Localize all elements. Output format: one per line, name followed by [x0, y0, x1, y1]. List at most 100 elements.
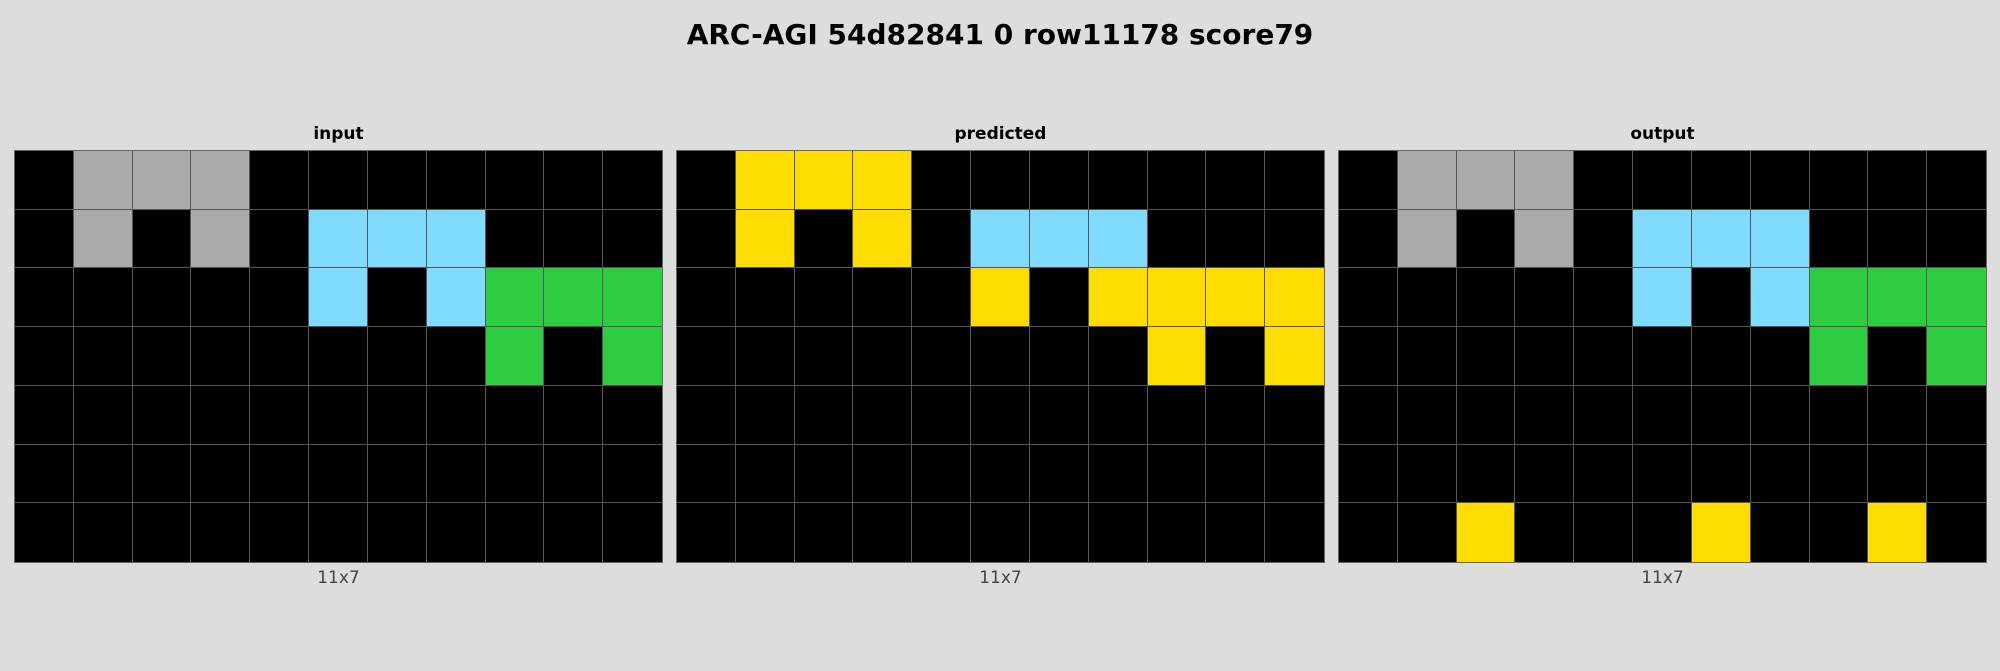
grid-cell — [485, 151, 545, 210]
grid-cell — [1265, 444, 1324, 504]
grid-cell — [1456, 209, 1516, 269]
grid-cell — [1397, 268, 1457, 328]
grid-cell — [73, 151, 133, 210]
grid-cell — [1456, 327, 1516, 386]
grid-cell — [485, 268, 545, 328]
grid-cell — [1633, 268, 1692, 328]
grid-cell — [1206, 209, 1266, 269]
grid-cell — [15, 327, 74, 386]
grid-cell — [1147, 151, 1207, 210]
grid-cell — [1574, 268, 1634, 328]
grid-cell — [1868, 268, 1928, 328]
grid-cell — [794, 209, 854, 269]
grid-cell — [191, 385, 251, 445]
grid-cell — [1809, 268, 1869, 328]
grid-cell — [73, 385, 133, 445]
grid-cell — [15, 385, 74, 445]
grid-cell — [1029, 268, 1089, 328]
panel-label: predicted — [954, 124, 1047, 144]
grid-cell — [1691, 151, 1751, 210]
panel-label: output — [1630, 124, 1695, 144]
grid-cell — [15, 503, 74, 562]
grid-cell — [853, 268, 913, 328]
grid-cell — [191, 268, 251, 328]
grid-cell — [735, 327, 795, 386]
grid-cell — [426, 385, 486, 445]
grid-cell — [485, 503, 545, 562]
grid-cell — [1809, 444, 1869, 504]
grid-cell — [735, 444, 795, 504]
grid-cell — [735, 385, 795, 445]
grid-cell — [1265, 503, 1324, 562]
grid-cell — [1397, 385, 1457, 445]
grid-cell — [132, 151, 192, 210]
grid-cell — [677, 385, 736, 445]
grid-cell — [912, 385, 972, 445]
grid-cell — [971, 385, 1030, 445]
grid-dimensions: 11x7 — [1641, 568, 1684, 588]
grid-cell — [132, 209, 192, 269]
grid-cell — [544, 385, 604, 445]
grid-cell — [1339, 503, 1398, 562]
grid-cell — [1868, 151, 1928, 210]
grid-cell — [367, 385, 427, 445]
grid-cell — [1206, 151, 1266, 210]
grid-cell — [309, 268, 368, 328]
grid-cell — [912, 444, 972, 504]
grid-cell — [1029, 385, 1089, 445]
grid-cell — [1927, 327, 1986, 386]
grid-cell — [309, 151, 368, 210]
grid-cell — [1265, 268, 1324, 328]
grid-cell — [1029, 503, 1089, 562]
grid-cell — [1809, 385, 1869, 445]
grid-cell — [544, 444, 604, 504]
grid-cell — [853, 385, 913, 445]
grid-cell — [603, 444, 662, 504]
grid-cell — [853, 209, 913, 269]
grid-cell — [132, 503, 192, 562]
grid-cell — [1750, 503, 1810, 562]
grid-cell — [1206, 268, 1266, 328]
grid-cell — [971, 209, 1030, 269]
grid-cell — [677, 268, 736, 328]
grid-cell — [1691, 385, 1751, 445]
grid-cell — [912, 503, 972, 562]
grid-cell — [1147, 209, 1207, 269]
grid-cell — [677, 444, 736, 504]
grid-cell — [309, 385, 368, 445]
grid-cell — [1088, 151, 1148, 210]
grid-input — [14, 150, 663, 563]
grid-cell — [735, 503, 795, 562]
grid-cell — [971, 268, 1030, 328]
grid-cell — [1206, 385, 1266, 445]
grid-cell — [191, 151, 251, 210]
grid-cell — [1927, 268, 1986, 328]
grid-cell — [912, 209, 972, 269]
grid-cell — [250, 327, 310, 386]
grid-cell — [1868, 327, 1928, 386]
grid-cell — [73, 503, 133, 562]
grid-cell — [1456, 151, 1516, 210]
grid-cell — [1147, 444, 1207, 504]
grid-cell — [132, 327, 192, 386]
grid-cell — [1574, 209, 1634, 269]
grid-cell — [15, 151, 74, 210]
grid-cell — [426, 268, 486, 328]
grid-cell — [426, 209, 486, 269]
grid-cell — [735, 209, 795, 269]
grid-cell — [191, 209, 251, 269]
grid-dimensions: 11x7 — [317, 568, 360, 588]
grid-cell — [1397, 327, 1457, 386]
grid-cell — [1868, 503, 1928, 562]
grid-cell — [1633, 444, 1692, 504]
grid-cell — [677, 503, 736, 562]
grid-cell — [1927, 151, 1986, 210]
grid-cell — [1397, 209, 1457, 269]
grid-cell — [853, 503, 913, 562]
grid-cell — [603, 327, 662, 386]
grid-cell — [367, 444, 427, 504]
grid-cell — [250, 503, 310, 562]
grid-cell — [971, 327, 1030, 386]
grid-cell — [485, 209, 545, 269]
grid-cell — [1339, 209, 1398, 269]
